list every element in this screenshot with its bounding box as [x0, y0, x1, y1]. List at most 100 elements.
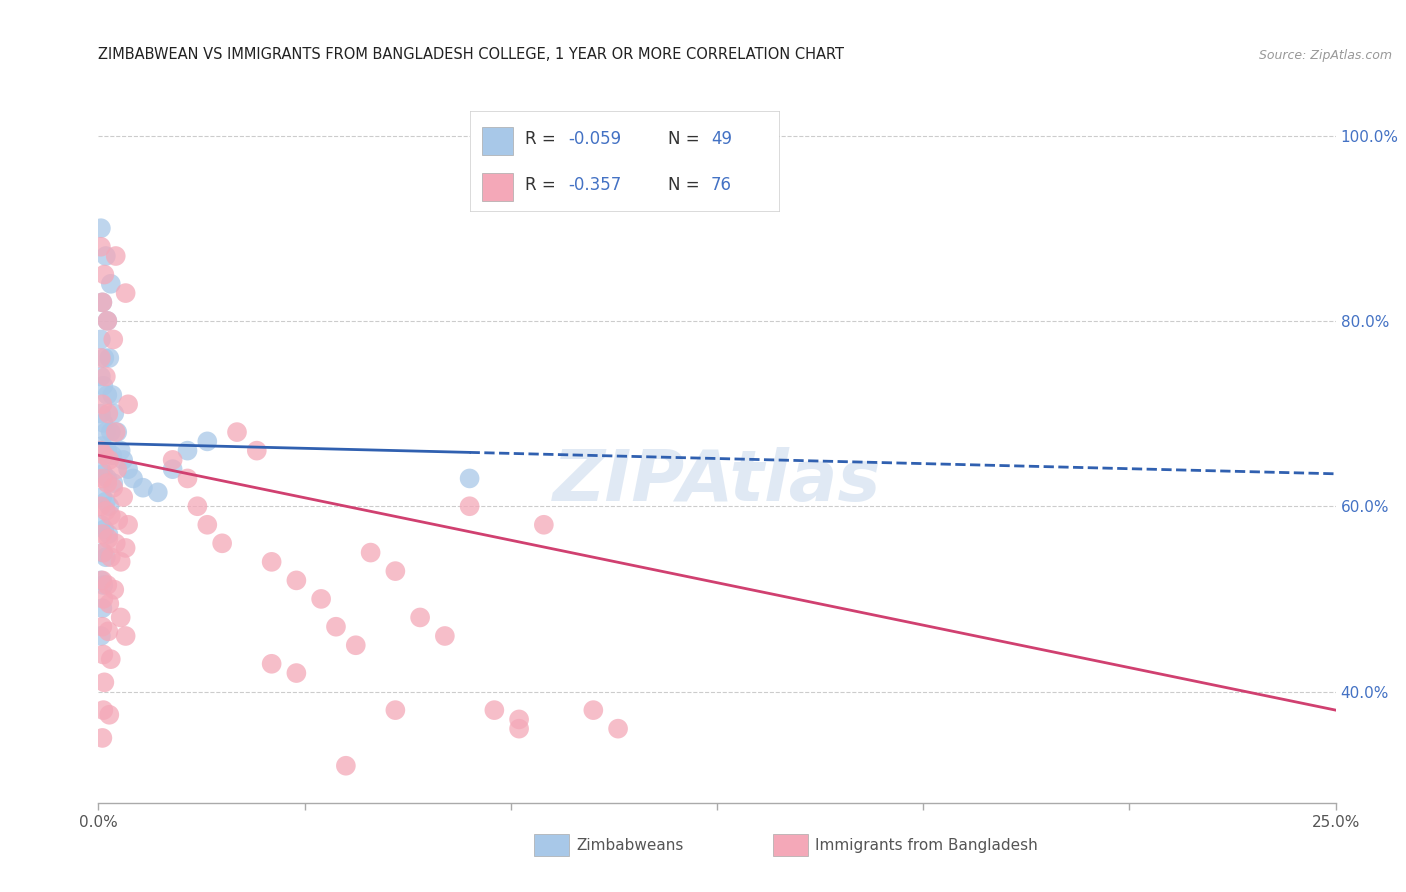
Point [104, 536, 127, 550]
Point [96, 388, 118, 402]
Point [484, 703, 506, 717]
Point [533, 517, 555, 532]
Point [162, 462, 184, 476]
Point [360, 545, 382, 559]
Point [91, 601, 114, 615]
Point [97, 532, 120, 546]
Point [508, 712, 530, 726]
Point [101, 388, 124, 402]
Point [91, 731, 114, 745]
Point [98, 500, 121, 514]
FancyBboxPatch shape [482, 127, 513, 154]
Point [117, 517, 139, 532]
Point [90, 462, 112, 476]
Point [195, 434, 218, 449]
Point [91, 490, 114, 504]
Point [309, 591, 332, 606]
Point [112, 490, 135, 504]
Point [98, 351, 121, 365]
Text: 76: 76 [711, 176, 733, 194]
Point [110, 610, 132, 624]
Point [93, 268, 115, 282]
Point [103, 476, 125, 491]
Text: Zimbabweans: Zimbabweans [576, 838, 683, 853]
Point [433, 629, 456, 643]
Point [94, 369, 117, 384]
Point [226, 425, 249, 439]
Point [91, 295, 114, 310]
Point [260, 657, 283, 671]
Point [93, 591, 115, 606]
Point [94, 425, 117, 439]
Point [100, 652, 122, 666]
Point [100, 550, 122, 565]
Point [96, 471, 118, 485]
Point [100, 277, 122, 291]
Point [105, 425, 128, 439]
Point [104, 425, 127, 439]
Point [91, 620, 114, 634]
Point [90, 517, 112, 532]
Point [93, 351, 115, 365]
Point [93, 443, 115, 458]
Text: N =: N = [668, 129, 704, 147]
Point [96, 314, 118, 328]
Point [96, 578, 118, 592]
Text: 49: 49 [711, 129, 733, 147]
Point [103, 333, 125, 347]
Point [91, 397, 114, 411]
Point [90, 333, 112, 347]
Point [90, 629, 112, 643]
Point [98, 453, 121, 467]
Point [91, 574, 114, 588]
Point [93, 378, 115, 392]
Point [94, 504, 117, 518]
Point [100, 425, 122, 439]
Point [91, 439, 114, 453]
Point [98, 597, 121, 611]
Point [582, 703, 605, 717]
Text: R =: R = [526, 129, 561, 147]
Point [409, 610, 432, 624]
Point [90, 240, 112, 254]
Point [211, 536, 233, 550]
Point [458, 471, 481, 485]
Point [117, 397, 139, 411]
Text: -0.059: -0.059 [568, 129, 621, 147]
Point [110, 555, 132, 569]
Point [103, 481, 125, 495]
Point [96, 443, 118, 458]
Point [90, 407, 112, 421]
Point [122, 471, 145, 485]
Point [97, 407, 120, 421]
Point [110, 443, 132, 458]
Point [162, 453, 184, 467]
Point [105, 462, 128, 476]
Point [91, 527, 114, 541]
Text: -0.357: -0.357 [568, 176, 621, 194]
Point [93, 523, 115, 537]
Point [176, 443, 198, 458]
Point [246, 443, 269, 458]
Text: N =: N = [668, 176, 704, 194]
Point [117, 462, 139, 476]
Point [325, 620, 347, 634]
Point [93, 703, 115, 717]
Point [114, 629, 136, 643]
Point [344, 638, 367, 652]
Point [607, 722, 630, 736]
Point [98, 707, 121, 722]
Point [97, 527, 120, 541]
Text: Immigrants from Bangladesh: Immigrants from Bangladesh [815, 838, 1038, 853]
Point [103, 582, 125, 597]
Point [114, 286, 136, 301]
Point [132, 481, 155, 495]
Point [146, 485, 169, 500]
Point [90, 500, 112, 514]
Point [186, 500, 208, 514]
Point [100, 508, 122, 523]
Point [93, 448, 115, 462]
Point [90, 221, 112, 235]
Point [384, 703, 406, 717]
Point [90, 351, 112, 365]
